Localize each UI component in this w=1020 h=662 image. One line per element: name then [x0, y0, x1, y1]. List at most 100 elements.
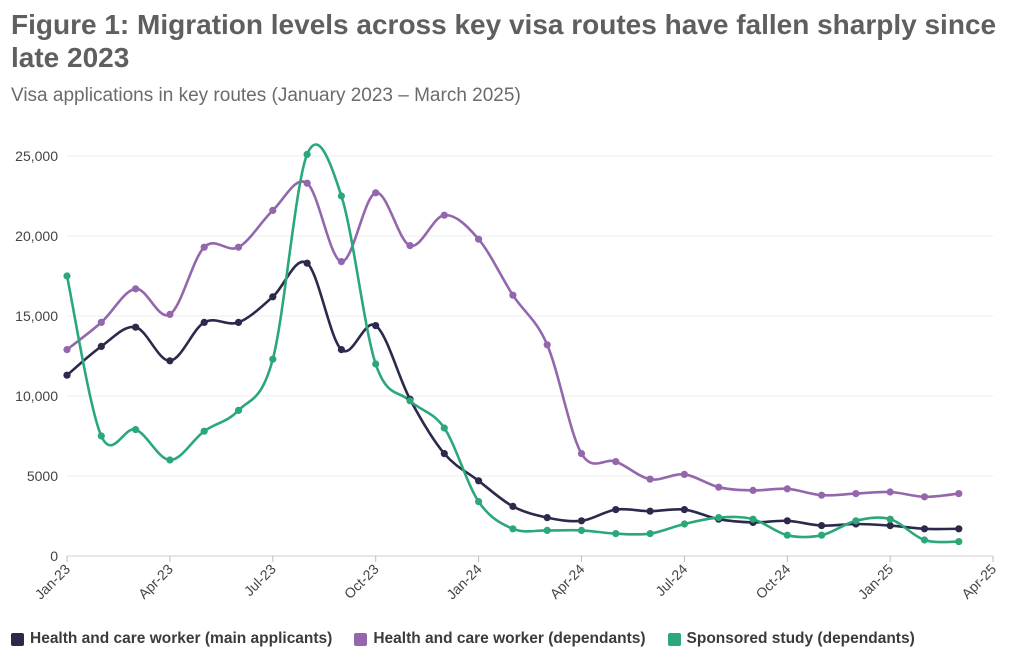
series-line-2 [65, 143, 961, 544]
data-point-2 [680, 520, 689, 528]
data-point-0 [646, 507, 654, 515]
data-point-2 [783, 531, 791, 539]
data-point-1 [97, 318, 105, 326]
legend-item-study-dependants[interactable]: Sponsored study (dependants) [667, 630, 915, 648]
data-point-1 [475, 235, 483, 243]
data-point-2 [715, 514, 723, 522]
data-point-2 [818, 531, 826, 539]
data-point-0 [303, 259, 311, 267]
data-point-1 [577, 450, 586, 458]
data-point-1 [783, 485, 791, 493]
legend-label-study-dependants: Sponsored study (dependants) [686, 630, 915, 647]
data-point-2 [886, 515, 894, 523]
data-point-0 [612, 506, 620, 514]
data-point-1 [886, 488, 894, 496]
x-tick-label: Apr-25 [958, 561, 999, 602]
y-tick-label: 10,000 [15, 388, 58, 404]
legend-item-care-dependants[interactable]: Health and care worker (dependants) [354, 630, 646, 648]
y-axis-ticks: 0 5000 10,000 15,000 20,000 25,000 [15, 148, 58, 564]
data-point-0 [783, 517, 791, 525]
data-point-1 [132, 285, 140, 293]
data-point-0 [97, 342, 105, 350]
data-point-1 [372, 189, 380, 197]
data-point-0 [166, 357, 174, 365]
legend-item-main-applicants[interactable]: Health and care worker (main applicants) [11, 630, 332, 648]
data-point-2 [63, 272, 71, 280]
data-point-0 [886, 522, 894, 530]
y-tick-label: 5000 [27, 468, 58, 484]
data-point-1 [440, 211, 448, 219]
legend-label-main-applicants: Health and care worker (main applicants) [30, 630, 333, 647]
data-point-0 [63, 371, 71, 379]
x-tick-label: Jul-24 [652, 561, 690, 599]
data-point-0 [577, 517, 586, 525]
data-point-1 [818, 491, 826, 499]
data-point-0 [955, 525, 963, 533]
data-point-1 [680, 470, 689, 478]
data-point-0 [372, 322, 380, 330]
data-point-2 [372, 360, 380, 368]
legend-swatch-main-applicants [11, 632, 24, 646]
data-point-2 [132, 426, 140, 434]
y-tick-label: 25,000 [15, 148, 58, 164]
data-point-1 [646, 475, 654, 483]
data-point-1 [612, 458, 620, 466]
data-point-1 [955, 490, 963, 498]
y-tick-label: 20,000 [15, 228, 58, 244]
data-point-0 [509, 502, 517, 510]
data-point-1 [200, 243, 208, 251]
data-point-2 [440, 424, 448, 432]
x-tick-label: Oct-23 [341, 561, 382, 602]
data-point-2 [509, 525, 517, 533]
data-point-1 [749, 486, 757, 494]
series-line-1 [65, 180, 961, 499]
line-chart: 0 5000 10,000 15,000 20,000 25,000 Jan-23 Apr-… [15, 143, 999, 603]
y-tick-label: 15,000 [15, 308, 58, 324]
data-point-0 [269, 293, 277, 301]
data-point-2 [543, 526, 551, 535]
legend-swatch-study-dependants [667, 632, 681, 646]
data-point-2 [406, 397, 414, 405]
data-point-2 [337, 192, 345, 200]
series-points [63, 150, 963, 546]
data-point-2 [234, 406, 243, 414]
x-tick-label: Jul-23 [241, 561, 279, 599]
x-tick-label: Jan-25 [855, 561, 897, 603]
data-point-2 [612, 530, 620, 538]
legend-swatch-care-dependants [354, 632, 368, 646]
data-point-1 [303, 179, 311, 187]
data-point-1 [715, 483, 723, 491]
data-point-2 [646, 530, 654, 538]
data-point-0 [475, 477, 483, 485]
data-point-2 [920, 536, 929, 544]
data-point-2 [955, 538, 963, 546]
data-point-0 [440, 450, 448, 458]
data-point-1 [166, 310, 174, 318]
x-tick-label: Jan-23 [32, 561, 74, 603]
x-tick-label: Apr-23 [135, 561, 176, 602]
data-point-0 [680, 506, 689, 514]
legend: Health and care worker (main applicants)… [11, 630, 915, 648]
y-tick-label: 0 [50, 548, 58, 564]
data-point-1 [234, 243, 243, 251]
data-point-2 [852, 517, 860, 525]
data-point-1 [269, 206, 277, 214]
x-axis-ticks: Jan-23 Apr-23 Jul-23 Oct-23 Jan-24 Apr-24 Jul-… [32, 556, 999, 603]
data-point-2 [200, 427, 208, 435]
series-line-0 [65, 260, 961, 531]
data-point-2 [97, 432, 105, 440]
data-point-0 [920, 525, 929, 533]
data-point-0 [818, 522, 826, 530]
chart-subtitle: Visa applications in key routes (January… [11, 85, 521, 106]
data-point-0 [234, 318, 243, 326]
data-point-2 [475, 498, 483, 506]
data-point-2 [577, 526, 586, 535]
data-point-1 [920, 493, 929, 501]
data-point-1 [543, 341, 551, 349]
data-point-2 [303, 150, 311, 158]
x-tick-label: Jan-24 [443, 561, 485, 603]
data-point-1 [509, 291, 517, 299]
chart-title: Figure 1: Migration levels across key vi… [11, 9, 997, 73]
data-point-1 [337, 258, 345, 266]
data-point-0 [543, 514, 551, 522]
